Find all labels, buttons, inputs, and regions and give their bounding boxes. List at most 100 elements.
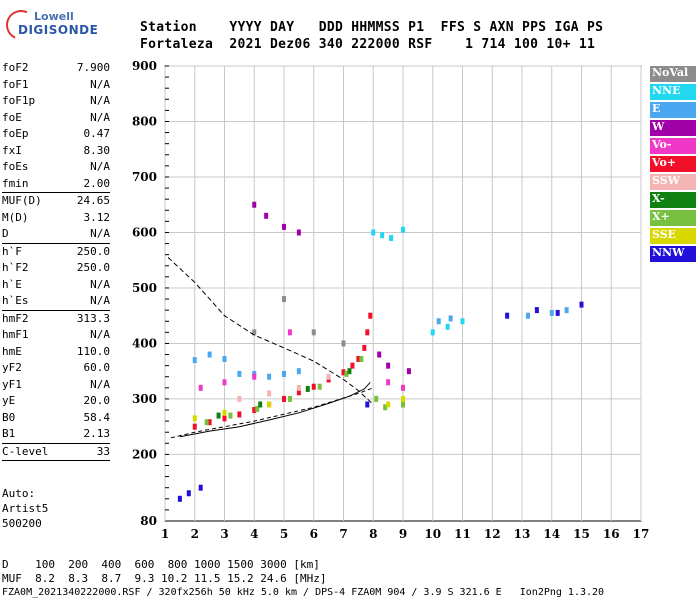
param-key: M(D) — [2, 210, 29, 224]
param-value: 60.0 — [83, 361, 111, 374]
param-separator — [2, 309, 110, 311]
param-row: foF1 N/A — [2, 77, 110, 94]
param-key: B0 — [2, 410, 16, 424]
param-value: 250.0 — [76, 261, 110, 274]
data-point — [237, 395, 242, 402]
param-row: yE 20.0 — [2, 393, 110, 410]
data-point — [222, 379, 227, 386]
x-tick-label: 4 — [250, 527, 258, 541]
param-key: hmE — [2, 344, 22, 358]
header-row-values: Fortaleza 2021 Dez06 340 222000 RSF 1 71… — [140, 37, 596, 52]
data-point — [401, 384, 405, 391]
param-row: hmF2 313.3 — [2, 311, 110, 328]
data-point — [579, 301, 584, 308]
param-key: hmF2 — [2, 311, 29, 325]
x-tick-label: 8 — [369, 527, 377, 541]
data-point — [192, 423, 197, 430]
param-value: 2.00 — [83, 176, 111, 190]
param-row: B0 58.4 — [2, 410, 110, 427]
param-key: C-level — [2, 444, 49, 458]
data-point — [386, 362, 391, 369]
param-row: M(D) 3.12 — [2, 210, 110, 227]
param-value: 24.65 — [76, 194, 110, 207]
data-point — [287, 329, 292, 336]
data-point — [252, 201, 257, 208]
param-value: N/A — [90, 160, 110, 173]
x-tick-label: 9 — [399, 527, 407, 541]
legend-item: NNW — [650, 246, 696, 262]
data-point — [430, 329, 435, 336]
param-key: D — [2, 227, 9, 240]
y-tick-label: 200 — [132, 447, 157, 461]
data-point — [401, 395, 405, 402]
param-value: 7.900 — [76, 61, 110, 74]
param-row: foEp 0.47 — [2, 126, 110, 143]
param-key: yE — [2, 394, 16, 407]
data-point — [448, 315, 453, 322]
data-point — [377, 351, 382, 358]
legend-item: SSW — [650, 174, 696, 190]
data-point — [311, 383, 316, 390]
param-row: yF2 60.0 — [2, 360, 110, 377]
data-point — [282, 296, 286, 303]
data-point — [344, 370, 349, 377]
data-point — [326, 373, 331, 380]
y-tick-label: 300 — [132, 392, 157, 406]
data-point — [401, 401, 405, 408]
footer-d-row: D 100 200 400 600 800 1000 1500 3000 [km… — [2, 558, 320, 571]
ionogram-chart: 1 2 3 4 5 6 7 8 9 10 11 12 13 14 15 16 17 80200300400500… — [132, 59, 650, 541]
muf-dashed-curve — [167, 257, 374, 405]
data-point — [365, 329, 370, 336]
trace-dashed-curve — [170, 387, 374, 439]
legend-item: E — [650, 102, 696, 118]
param-value: N/A — [90, 110, 110, 124]
param-row: fxI 8.30 — [2, 143, 110, 160]
data-point — [267, 373, 272, 380]
data-point — [204, 419, 209, 426]
param-value: 3.12 — [83, 210, 111, 224]
legend-item: NoVal — [650, 66, 696, 82]
x-tick-label: 7 — [339, 527, 347, 541]
param-key: h`E — [2, 277, 22, 291]
param-value: 58.4 — [83, 410, 111, 424]
param-row: h`F2 250.0 — [2, 260, 110, 277]
x-tick-label: 17 — [633, 527, 650, 541]
data-point — [374, 395, 379, 402]
param-row: foF1p N/A — [2, 93, 110, 110]
param-row: foEs N/A — [2, 159, 110, 176]
param-row: fmin 2.00 — [2, 176, 110, 193]
param-separator — [2, 192, 110, 193]
data-point — [222, 355, 227, 362]
data-point — [389, 235, 394, 242]
data-point — [192, 415, 197, 422]
x-tick-label: 2 — [191, 527, 199, 541]
param-row: yF1 N/A — [2, 377, 110, 394]
data-point — [186, 490, 191, 497]
param-row: foE N/A — [2, 110, 110, 127]
param-row: h`E N/A — [2, 277, 110, 294]
data-point — [317, 383, 322, 390]
param-value: 110.0 — [76, 344, 110, 358]
x-tick-label: 13 — [514, 527, 531, 541]
data-point — [311, 329, 316, 336]
data-point — [282, 223, 286, 230]
data-point — [222, 415, 227, 422]
data-point — [264, 212, 269, 219]
param-row: hmE 110.0 — [2, 344, 110, 361]
param-key: MUF(D) — [2, 194, 42, 207]
auto-artist: Artist5 — [2, 502, 49, 515]
data-point — [555, 309, 560, 316]
param-key: foEp — [2, 127, 29, 140]
y-tick-label: 600 — [132, 225, 157, 239]
data-point — [386, 379, 391, 386]
data-point — [505, 312, 510, 319]
profile-curve — [179, 381, 371, 438]
footer-muf-row: MUF 8.2 8.3 8.7 9.3 10.2 11.5 15.2 24.6 … — [2, 572, 327, 585]
data-point — [401, 226, 405, 233]
data-point — [237, 411, 242, 418]
param-value: N/A — [90, 94, 110, 107]
ionospheric-parameters-panel: foF2 7.900 foF1 N/A foF1p N/A foE N/A foEp 0.47 fx… — [2, 60, 110, 461]
data-point — [267, 401, 272, 408]
data-point — [252, 329, 257, 336]
param-key: foF2 — [2, 61, 29, 74]
